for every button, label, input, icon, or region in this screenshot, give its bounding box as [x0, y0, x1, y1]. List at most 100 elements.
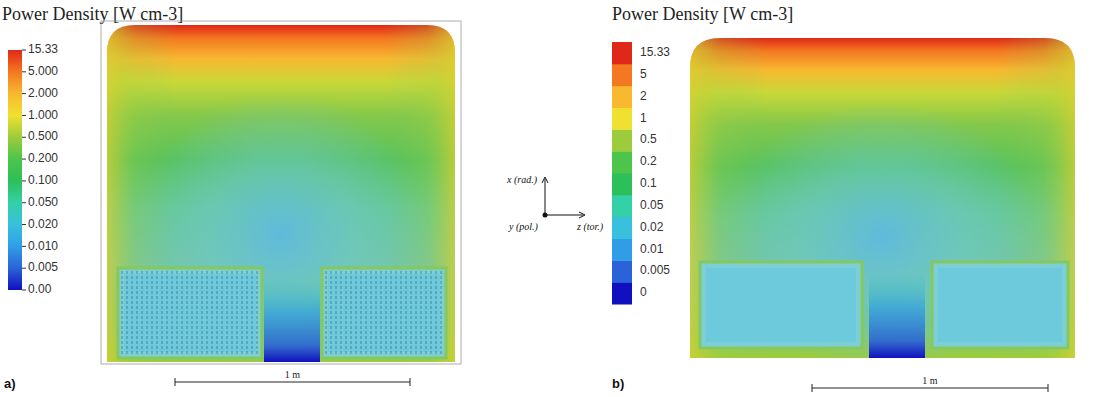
triad-arrow	[542, 177, 548, 183]
vector-hatch	[197, 271, 198, 355]
vector-hatch	[207, 271, 208, 355]
module-core	[124, 274, 256, 352]
vector-hatch	[376, 271, 377, 355]
colorbar-block	[612, 86, 632, 108]
field-core	[690, 38, 1075, 358]
tick	[22, 137, 26, 138]
vector-hatch	[366, 271, 367, 355]
module-core	[938, 268, 1062, 342]
module	[322, 268, 446, 358]
tick-label: 1	[640, 111, 647, 125]
vector-hatch	[237, 271, 238, 355]
scale-label: 1 m	[922, 375, 938, 386]
vector-hatch	[426, 271, 427, 355]
vector-hatch	[396, 271, 397, 355]
field-base	[107, 25, 455, 362]
triad: x (rad.) y (pol.) z (tor.)	[506, 174, 604, 233]
vector-hatch	[122, 271, 123, 355]
colorbar-block	[612, 239, 632, 261]
triad-label: x (rad.)	[506, 174, 538, 186]
wireframe	[101, 21, 461, 364]
tick	[22, 180, 26, 181]
vector-hatch	[326, 271, 327, 355]
tick-label: 0.01	[640, 242, 664, 256]
vector-hatch	[416, 271, 417, 355]
vector-hatch	[242, 271, 243, 355]
colorbar-block	[612, 108, 632, 130]
vector-hatch	[172, 271, 173, 355]
vector-hatch	[182, 271, 183, 355]
vector-hatch	[431, 271, 432, 355]
vector-hatch	[222, 271, 223, 355]
vector-hatch	[152, 271, 153, 355]
vector-hatch	[257, 271, 258, 355]
scale-bar: 1 m	[175, 369, 410, 386]
tick	[22, 159, 26, 160]
scale-label: 1 m	[285, 369, 301, 380]
panel-label: b)	[612, 376, 624, 391]
colorbar: 0.000.0050.0100.0200.0500.1000.2000.5001…	[8, 42, 58, 296]
vector-hatch	[341, 271, 342, 355]
vector-hatch	[346, 271, 347, 355]
title: Power Density [W cm-3]	[612, 4, 793, 24]
vector-hatch	[356, 271, 357, 355]
module	[118, 268, 262, 358]
vector-hatch	[406, 271, 407, 355]
tick-label: 0.005	[28, 260, 58, 274]
panel: Power Density [W cm-3]00.0050.010.020.05…	[612, 4, 1075, 392]
tick-label: 5.000	[28, 64, 58, 78]
vector-hatch	[336, 271, 337, 355]
vector-hatch	[247, 271, 248, 355]
vector-hatch	[137, 271, 138, 355]
triad-dot	[543, 213, 548, 218]
vector-hatch	[421, 271, 422, 355]
tick-label: 15.33	[640, 45, 670, 59]
field	[107, 25, 455, 362]
vector-hatch	[436, 271, 437, 355]
vector-hatch	[202, 271, 203, 355]
triad-label: y (pol.)	[508, 221, 539, 233]
tick-label: 0	[640, 285, 647, 299]
vector-hatch	[252, 271, 253, 355]
colorbar: 00.0050.010.020.050.10.20.512515.33	[612, 42, 670, 305]
tick-label: 0.100	[28, 173, 58, 187]
module-core	[328, 274, 440, 352]
vector-hatch	[167, 271, 168, 355]
vector-hatch	[192, 271, 193, 355]
module	[700, 262, 862, 348]
vector-hatch	[227, 271, 228, 355]
tick	[22, 290, 26, 291]
vector-hatch	[132, 271, 133, 355]
triad-axis	[545, 179, 546, 215]
vector-hatch	[331, 271, 332, 355]
field-edges	[690, 38, 1075, 358]
vector-hatch	[212, 271, 213, 355]
vector-hatch	[401, 271, 402, 355]
colorbar-block	[612, 217, 632, 239]
scale-end	[1048, 384, 1049, 392]
tick-label: 0.1	[640, 176, 657, 190]
tick-label: 0.050	[28, 195, 58, 209]
tick-label: 0.500	[28, 129, 58, 143]
tick-label: 0.005	[640, 263, 670, 277]
tick-label: 1.000	[28, 108, 58, 122]
tick	[22, 202, 26, 203]
field-gap	[869, 272, 925, 358]
colorbar-block	[612, 151, 632, 173]
colorbar-block	[612, 129, 632, 151]
vector-hatch	[441, 271, 442, 355]
panel-label: a)	[4, 376, 16, 391]
tick	[22, 224, 26, 225]
colorbar-block	[612, 173, 632, 195]
vector-hatch	[127, 271, 128, 355]
tick-label: 0.00	[28, 282, 52, 296]
vector-hatch	[177, 271, 178, 355]
field-gap	[264, 278, 320, 362]
tick-label: 0.5	[640, 132, 657, 146]
vector-hatch	[411, 271, 412, 355]
colorbar-fill	[8, 50, 22, 290]
scale-line	[175, 382, 410, 383]
tick-label: 0.020	[28, 217, 58, 231]
triad-label: z (tor.)	[576, 221, 604, 233]
tick-label: 15.33	[28, 42, 58, 56]
